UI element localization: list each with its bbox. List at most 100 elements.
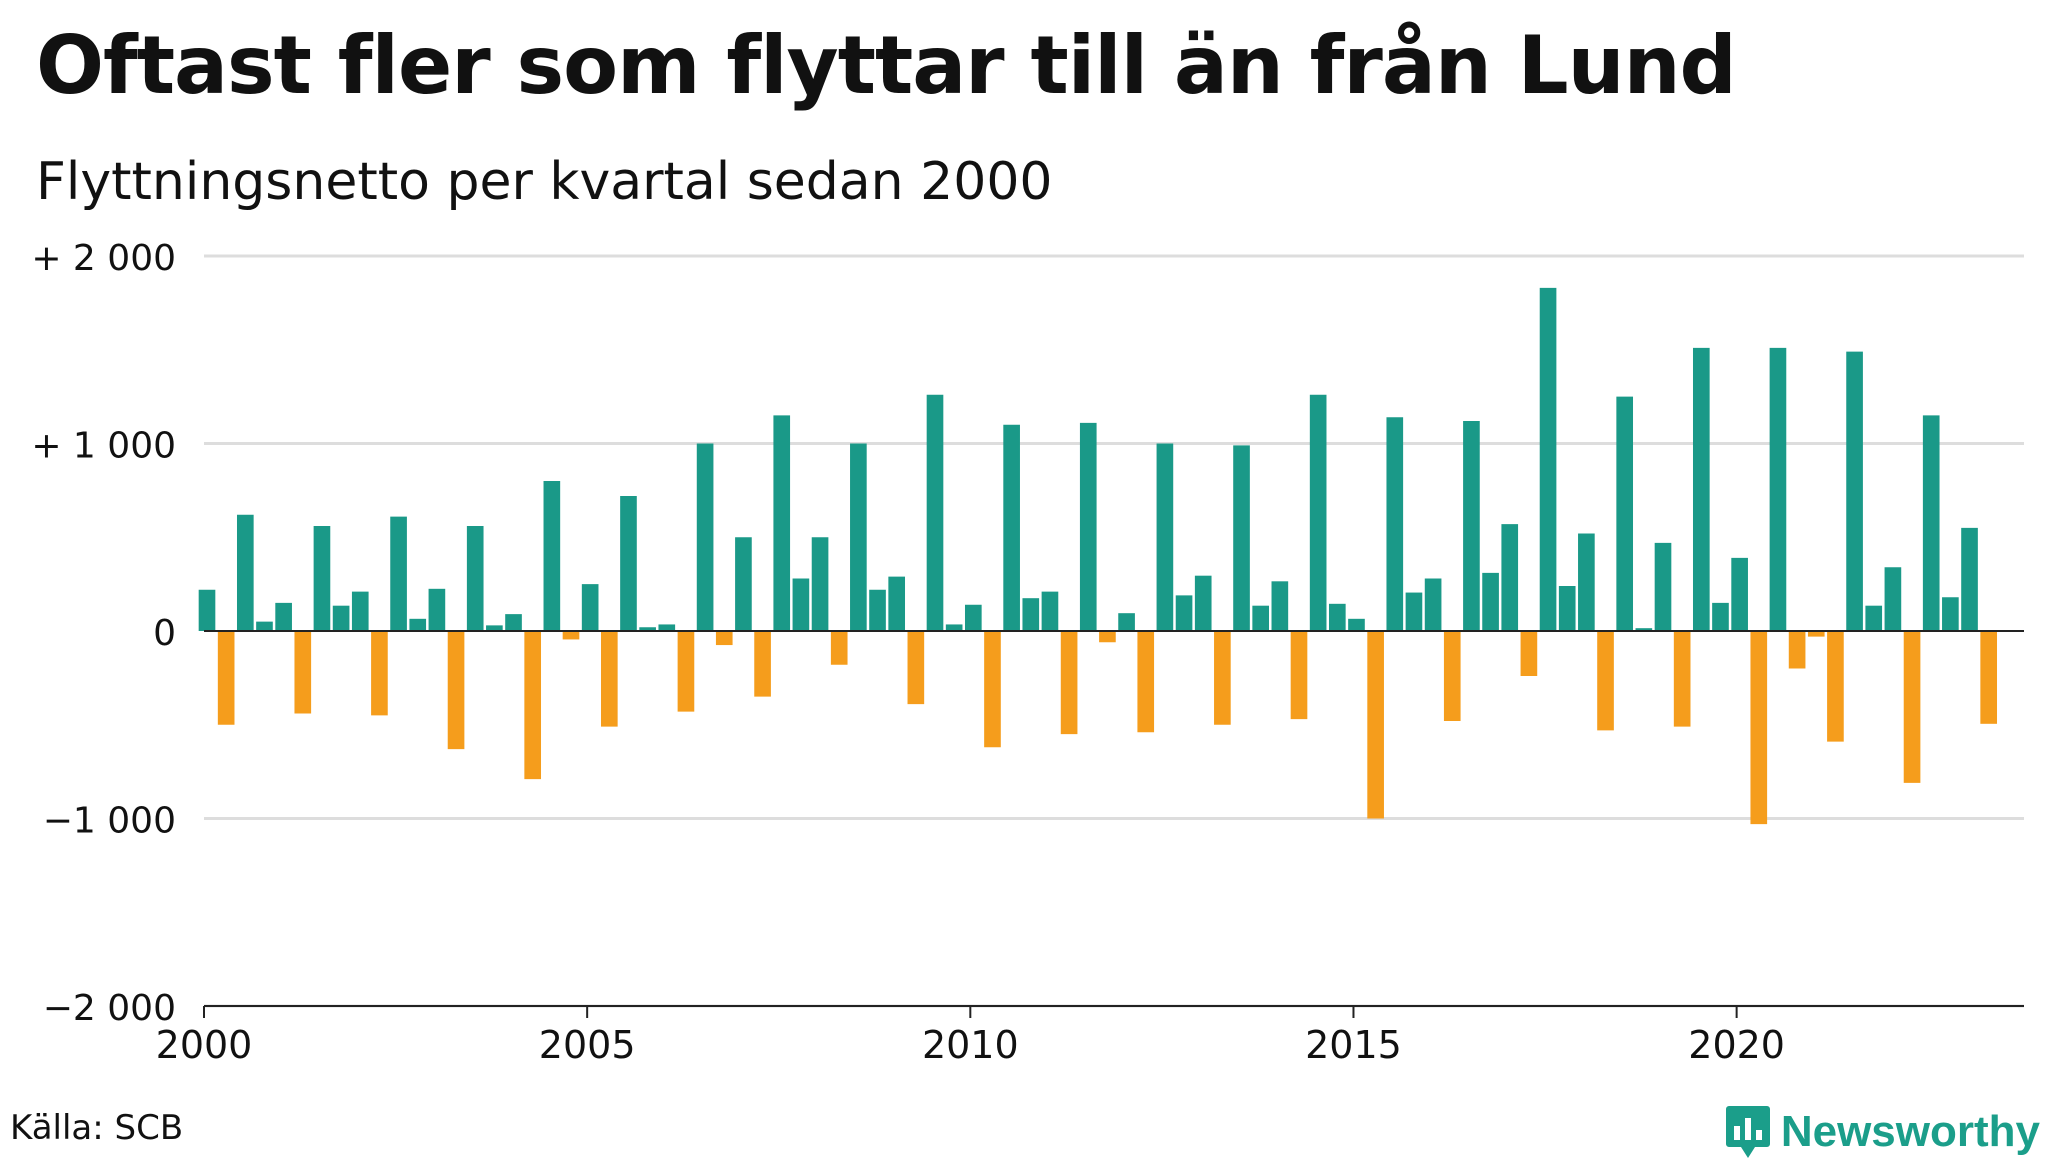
x-tick-label: 2015 (1305, 1023, 1402, 1067)
logo-text: Newsworthy (1780, 1107, 2040, 1156)
y-tick-label: + 1 000 (31, 426, 176, 467)
bar (1309, 394, 1327, 631)
bar (945, 624, 963, 631)
bar (1079, 422, 1097, 631)
bar (1635, 628, 1653, 631)
bar (1654, 542, 1672, 631)
bar (371, 631, 388, 716)
bar (217, 631, 235, 725)
bar (1578, 533, 1595, 631)
bar (1692, 347, 1710, 631)
bar (1252, 605, 1270, 631)
bar (351, 591, 369, 631)
bar (1137, 631, 1155, 733)
bar (256, 621, 273, 631)
chart-logo-icon (1725, 1106, 1770, 1158)
bar (792, 578, 810, 631)
bar (639, 627, 656, 631)
bar (1961, 527, 1978, 631)
y-tick-label: −2 000 (43, 988, 176, 1029)
bar (524, 631, 542, 780)
bar (1175, 595, 1193, 631)
bar (1482, 572, 1499, 631)
bar (811, 537, 829, 631)
bar (1233, 445, 1250, 631)
bar (1348, 618, 1365, 631)
bar (428, 588, 446, 631)
bar (907, 631, 925, 705)
bar (850, 443, 867, 631)
bar (1597, 631, 1614, 731)
bar (1443, 631, 1461, 721)
y-tick-label: −1 000 (43, 801, 176, 842)
bar (1827, 631, 1844, 742)
bar (313, 526, 331, 631)
bar (1060, 631, 1078, 735)
bar (390, 516, 407, 631)
bar (1673, 631, 1691, 727)
bar (543, 481, 561, 631)
bar (1807, 631, 1825, 637)
bar (984, 631, 1001, 748)
bar (677, 631, 695, 712)
bar (964, 604, 982, 631)
bar (1942, 597, 1959, 631)
bar (1405, 592, 1423, 631)
bar (735, 537, 752, 631)
bar (409, 618, 427, 631)
bar (1980, 631, 1998, 724)
bar (696, 443, 714, 631)
bar (1788, 631, 1806, 669)
bar (1041, 591, 1059, 631)
bar (600, 631, 618, 727)
bar (1769, 347, 1787, 631)
x-tick-label: 2005 (539, 1023, 636, 1067)
bar (236, 514, 254, 631)
bar (1386, 417, 1404, 631)
bar (1750, 631, 1768, 825)
bar (505, 614, 522, 631)
bar (888, 576, 906, 631)
bar (1194, 575, 1212, 631)
bar (658, 624, 676, 631)
bar (926, 394, 944, 631)
chart-title: Oftast fler som flyttar till än från Lun… (36, 19, 1737, 112)
bar (1022, 598, 1040, 631)
bar (1922, 415, 1940, 631)
bar (1616, 396, 1634, 631)
x-tick-label: 2000 (156, 1023, 253, 1067)
y-tick-label: 0 (153, 613, 176, 654)
source-label: Källa: SCB (10, 1108, 184, 1148)
chart-subtitle: Flyttningsnetto per kvartal sedan 2000 (36, 152, 1053, 212)
bar (1558, 586, 1576, 631)
bar (715, 631, 733, 646)
bar (1731, 557, 1748, 631)
bar (1156, 443, 1174, 631)
bar (294, 631, 312, 714)
bar (1290, 631, 1308, 720)
bar (486, 625, 503, 631)
bar (830, 631, 848, 665)
bar (1501, 524, 1519, 631)
bar (1328, 603, 1346, 631)
bar (773, 415, 791, 631)
bar (198, 589, 216, 631)
bar (1463, 421, 1480, 631)
bar (275, 602, 292, 631)
x-tick-label: 2010 (922, 1023, 1019, 1067)
bar (1367, 631, 1384, 819)
bar (1424, 578, 1442, 631)
bar (1865, 605, 1883, 631)
bar (332, 605, 350, 631)
bar (1846, 351, 1863, 631)
bar (466, 526, 484, 631)
bar (562, 631, 580, 640)
newsworthy-logo: Newsworthy (1725, 1104, 2040, 1160)
bar (1520, 631, 1538, 676)
bar (1271, 581, 1289, 631)
bar (1099, 631, 1116, 643)
bar (620, 496, 637, 631)
bar (754, 631, 771, 697)
bar (1712, 602, 1729, 631)
